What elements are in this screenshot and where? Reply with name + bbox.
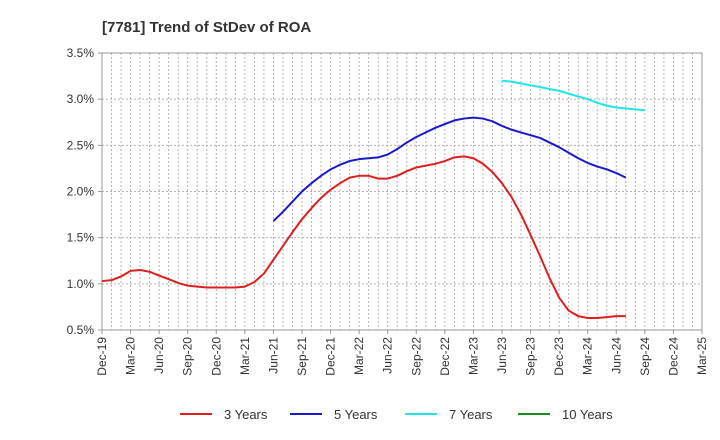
x-tick-label: Dec-23 bbox=[552, 337, 566, 376]
y-tick-label: 3.0% bbox=[67, 92, 95, 106]
x-tick-label: Jun-20 bbox=[152, 337, 166, 374]
x-tick-label: Sep-24 bbox=[638, 337, 652, 376]
legend-label: 7 Years bbox=[449, 407, 493, 422]
y-tick-label: 2.5% bbox=[67, 138, 95, 152]
x-tick-label: Dec-24 bbox=[666, 337, 680, 376]
x-tick-label: Mar-24 bbox=[581, 337, 595, 375]
grid bbox=[102, 53, 702, 330]
x-tick-label: Mar-20 bbox=[124, 337, 138, 375]
legend-label: 10 Years bbox=[562, 407, 613, 422]
y-tick-label: 2.0% bbox=[67, 185, 95, 199]
y-tick-label: 3.5% bbox=[67, 46, 95, 60]
legend-label: 5 Years bbox=[334, 407, 378, 422]
x-tick-label: Jun-21 bbox=[266, 337, 280, 374]
y-tick-label: 1.5% bbox=[67, 231, 95, 245]
x-tick-label: Mar-25 bbox=[695, 337, 709, 375]
legend-label: 3 Years bbox=[224, 407, 268, 422]
x-tick-label: Jun-23 bbox=[495, 337, 509, 374]
y-tick-label: 0.5% bbox=[67, 323, 95, 337]
x-tick-label: Mar-21 bbox=[238, 337, 252, 375]
series-line-2 bbox=[272, 116, 627, 222]
x-tick-label: Dec-19 bbox=[95, 337, 109, 376]
chart-title: [7781] Trend of StDev of ROA bbox=[102, 19, 311, 36]
legend: 3 Years 5 Years 7 Years 10 Years bbox=[180, 407, 613, 422]
y-axis-ticks: 3.5% 3.0% 2.5% 2.0% 1.5% 1.0% 0.5% bbox=[67, 46, 102, 337]
x-tick-label: Sep-23 bbox=[524, 337, 538, 376]
x-axis-ticks: Dec-19 Mar-20 Jun-20 Sep-20 Dec-20 Mar-21 Jun-… bbox=[95, 330, 709, 376]
series-lines bbox=[101, 79, 645, 319]
x-tick-label: Sep-20 bbox=[181, 337, 195, 376]
x-tick-label: Mar-23 bbox=[466, 337, 480, 375]
x-tick-label: Mar-22 bbox=[352, 337, 366, 375]
x-tick-label: Dec-20 bbox=[209, 337, 223, 376]
series-line-1 bbox=[101, 155, 626, 319]
x-tick-label: Jun-22 bbox=[381, 337, 395, 374]
x-tick-label: Sep-22 bbox=[409, 337, 423, 376]
x-tick-label: Dec-21 bbox=[324, 337, 338, 376]
x-tick-label: Sep-21 bbox=[295, 337, 309, 376]
series-line-3 bbox=[501, 79, 645, 112]
y-tick-label: 1.0% bbox=[67, 277, 95, 291]
x-tick-label: Jun-24 bbox=[609, 337, 623, 374]
x-tick-label: Dec-22 bbox=[438, 337, 452, 376]
